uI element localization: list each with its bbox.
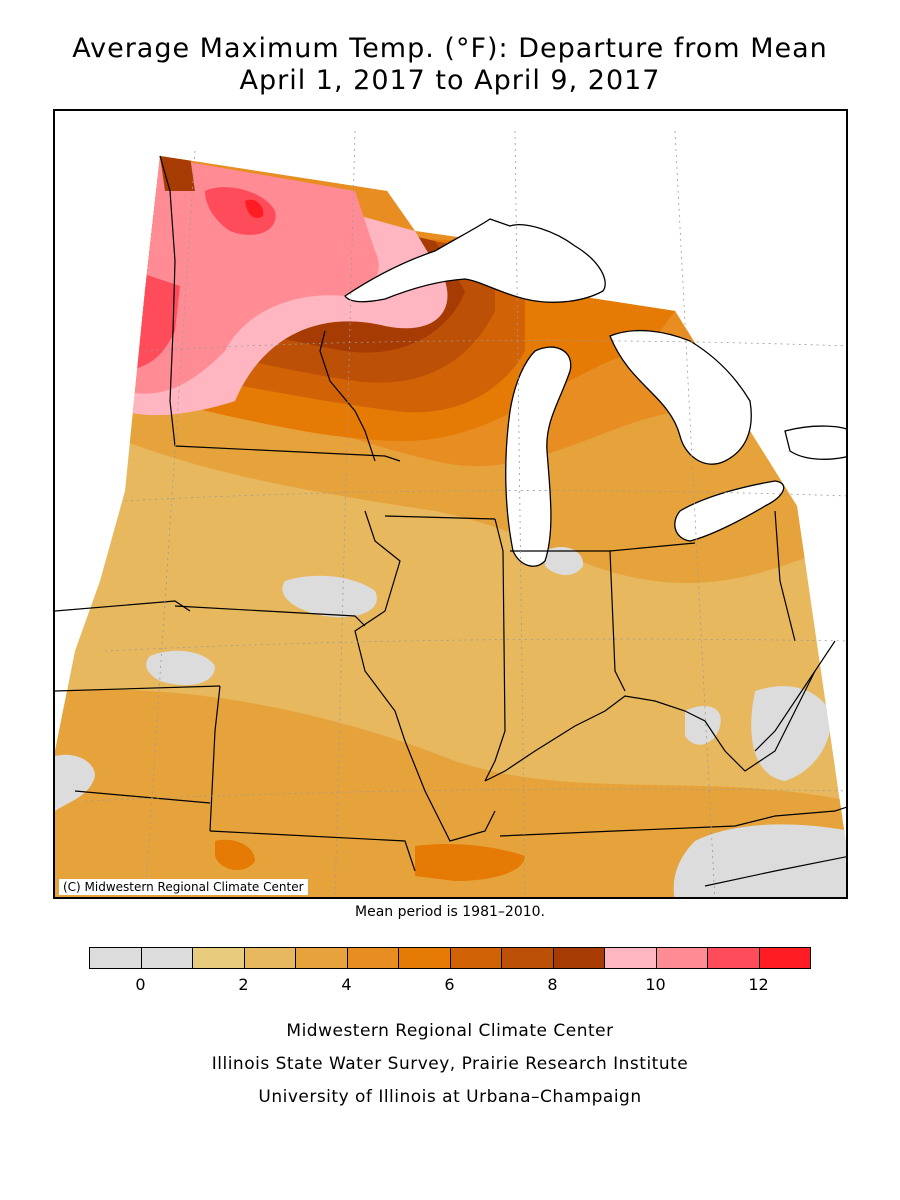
map-panel: (C) Midwestern Regional Climate Center bbox=[53, 109, 848, 899]
border-in-oh bbox=[609, 550, 626, 692]
gray-patch-va bbox=[751, 686, 831, 781]
legend-swatch bbox=[192, 947, 245, 969]
border-ia-mo bbox=[174, 605, 366, 627]
legend-swatch bbox=[398, 947, 451, 969]
footer-line-3: University of Illinois at Urbana–Champai… bbox=[258, 1087, 642, 1107]
border-ne-ks bbox=[55, 685, 221, 692]
orange-patch-bootheel bbox=[415, 844, 525, 881]
lake-huron bbox=[609, 329, 752, 465]
legend-swatch bbox=[346, 947, 399, 969]
field-pink-11 bbox=[125, 156, 379, 394]
graticule bbox=[84, 130, 846, 897]
color-legend bbox=[89, 947, 811, 969]
lake-superior bbox=[344, 218, 606, 303]
gray-patch-indiana bbox=[545, 546, 584, 576]
gray-patch-iowa bbox=[282, 575, 377, 618]
gray-patch-appalachia bbox=[673, 824, 846, 897]
legend-swatch bbox=[295, 947, 348, 969]
temperature-departure-map bbox=[55, 130, 846, 897]
legend-tick-label: 8 bbox=[547, 975, 558, 994]
legend-swatch bbox=[449, 947, 502, 969]
border-ia-il bbox=[354, 510, 496, 842]
border-wi-il bbox=[384, 515, 496, 520]
legend-swatch bbox=[655, 947, 708, 969]
border-va-nc bbox=[704, 856, 846, 887]
copyright-credit: (C) Midwestern Regional Climate Center bbox=[59, 879, 308, 895]
border-mo-west bbox=[209, 685, 221, 832]
border-mi-oh bbox=[609, 542, 696, 552]
border-wv-va bbox=[754, 670, 816, 752]
legend-swatch bbox=[243, 947, 296, 969]
field-band-south bbox=[55, 689, 846, 897]
gray-patch-nebraska bbox=[146, 650, 215, 686]
legend-tick-label: 6 bbox=[444, 975, 455, 994]
lake-erie bbox=[674, 480, 785, 542]
legend-swatch bbox=[552, 947, 605, 969]
map-title: Average Maximum Temp. (°F): Departure fr… bbox=[72, 33, 828, 64]
border-ohio-river bbox=[484, 640, 836, 782]
border-sd-ne bbox=[55, 600, 191, 612]
border-il-in bbox=[484, 518, 506, 782]
great-lakes bbox=[344, 218, 846, 567]
map-date-range: April 1, 2017 to April 9, 2017 bbox=[239, 65, 661, 96]
field-max bbox=[245, 199, 264, 218]
lake-ontario bbox=[784, 425, 846, 460]
legend-tick-label: 0 bbox=[135, 975, 146, 994]
field-pink-12b bbox=[205, 187, 276, 235]
border-mn-south bbox=[174, 445, 401, 462]
state-boundaries bbox=[55, 155, 846, 887]
footer-line-2: Illinois State Water Survey, Prairie Res… bbox=[211, 1054, 689, 1074]
legend-swatch bbox=[501, 947, 554, 969]
legend-labels: 0 2 4 6 8 10 12 bbox=[0, 975, 900, 995]
mean-period-note: Mean period is 1981–2010. bbox=[355, 904, 545, 920]
border-nd-mn bbox=[159, 155, 176, 447]
border-ky-tn bbox=[499, 806, 846, 837]
legend-swatch bbox=[707, 947, 760, 969]
legend-tick-label: 12 bbox=[748, 975, 769, 994]
lake-michigan bbox=[505, 346, 572, 567]
legend-tick-label: 2 bbox=[238, 975, 249, 994]
legend-swatch bbox=[758, 947, 811, 969]
border-mo-ar bbox=[209, 830, 416, 872]
border-oh-pa bbox=[774, 510, 796, 642]
orange-patch-ok bbox=[215, 839, 255, 871]
legend-tick-label: 10 bbox=[645, 975, 666, 994]
legend-swatch bbox=[604, 947, 657, 969]
field-nw-corner bbox=[160, 156, 195, 191]
legend-tick-label: 4 bbox=[341, 975, 352, 994]
legend-swatch bbox=[140, 947, 193, 969]
border-mn-wi bbox=[319, 330, 376, 462]
gray-patch-kansas bbox=[55, 754, 95, 811]
border-ks-ok bbox=[74, 790, 211, 804]
footer-line-1: Midwestern Regional Climate Center bbox=[286, 1021, 614, 1041]
legend-swatch bbox=[89, 947, 142, 969]
